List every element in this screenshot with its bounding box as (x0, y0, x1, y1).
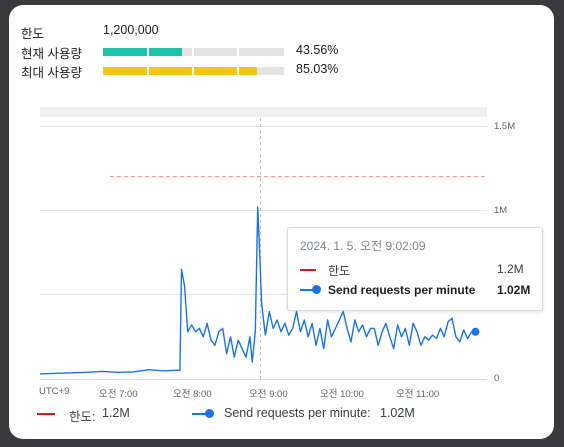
limit-label: 한도 (21, 27, 45, 41)
tooltip-series-swatch (300, 289, 318, 291)
y-tick-1-5m: 1.5M (494, 121, 516, 132)
legend-limit-swatch (37, 413, 55, 415)
tooltip-series-label: Send requests per minute (328, 283, 476, 297)
chart-time-scrubber[interactable] (40, 107, 487, 117)
tooltip-timestamp: 2024. 1. 5. 오전 9:02:09 (300, 239, 426, 253)
legend-series-dot-icon (205, 409, 214, 418)
x-tick-timezone: UTC+9 (39, 386, 70, 397)
x-tick-10am: 오전 10:00 (320, 389, 364, 400)
tooltip-series-dot-icon (312, 285, 321, 294)
legend-limit-value: 1.2M (102, 406, 130, 420)
chart-tooltip: 2024. 1. 5. 오전 9:02:09 한도 1.2M Send requ… (287, 227, 543, 311)
x-tick-9am: 오전 9:00 (249, 389, 288, 400)
x-tick-7am: 오전 7:00 (99, 389, 138, 400)
bar-segment-divider (147, 48, 149, 56)
limit-value: 1,200,000 (103, 23, 159, 37)
legend-series-swatch (192, 413, 210, 415)
peak-usage-fill (103, 67, 257, 75)
current-usage-fill (103, 48, 182, 56)
legend-series-label: Send requests per minute: (224, 406, 371, 420)
tooltip-limit-label: 한도 (328, 264, 351, 278)
quota-card: 한도 1,200,000 현재 사용량 43.56% 최대 사용량 85.03%… (9, 5, 554, 439)
bar-segment-divider (237, 48, 239, 56)
peak-usage-bar (103, 67, 284, 75)
bar-segment-divider (192, 48, 194, 56)
series-line-send-requests (39, 206, 473, 375)
bar-segment-divider (147, 67, 149, 75)
y-tick-1m: 1M (494, 205, 508, 216)
legend-limit-label: 한도: (69, 410, 96, 424)
gridline-1-5m (40, 126, 487, 127)
current-usage-bar (103, 48, 284, 56)
bar-segment-divider (192, 67, 194, 75)
legend-series-value: 1.02M (380, 406, 415, 420)
current-usage-percent: 43.56% (296, 43, 339, 57)
peak-usage-percent: 85.03% (296, 62, 339, 76)
current-usage-label: 현재 사용량 (21, 47, 82, 61)
tooltip-series-value: 1.02M (497, 283, 531, 297)
usage-line-chart[interactable] (9, 5, 554, 439)
series-endpoint-marker (471, 327, 480, 336)
bar-segment-divider (237, 67, 239, 75)
gridline-1m (40, 210, 487, 211)
tooltip-limit-swatch (300, 269, 316, 271)
x-tick-11am: 오전 11:00 (396, 389, 440, 400)
y-tick-0: 0 (494, 373, 500, 384)
chart-baseline (40, 379, 487, 380)
tooltip-limit-value: 1.2M (497, 262, 524, 276)
gridline-0-5m (40, 294, 487, 295)
peak-usage-label: 최대 사용량 (21, 66, 82, 80)
x-tick-8am: 오전 8:00 (173, 389, 212, 400)
